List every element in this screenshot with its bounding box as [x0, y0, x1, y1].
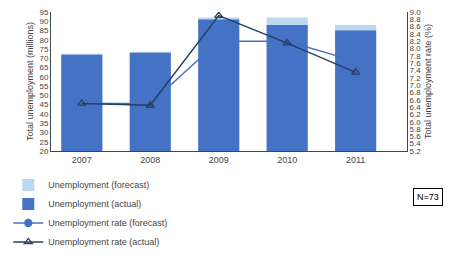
svg-text:55: 55	[39, 82, 48, 91]
svg-text:2010: 2010	[277, 155, 297, 165]
svg-text:5.4: 5.4	[410, 139, 422, 148]
svg-text:8.6: 8.6	[410, 22, 422, 31]
svg-text:9.0: 9.0	[410, 8, 422, 17]
svg-text:85: 85	[39, 26, 48, 35]
svg-text:50: 50	[39, 91, 48, 100]
svg-text:65: 65	[39, 63, 48, 72]
svg-text:7.6: 7.6	[410, 59, 422, 68]
svg-text:2009: 2009	[209, 155, 229, 165]
svg-text:7.2: 7.2	[410, 74, 422, 83]
svg-text:Unemployment rate (actual): Unemployment rate (actual)	[48, 237, 159, 247]
svg-text:5.8: 5.8	[410, 125, 422, 134]
svg-text:8.0: 8.0	[410, 44, 422, 53]
svg-text:7.4: 7.4	[410, 66, 422, 75]
svg-text:Unemployment (actual): Unemployment (actual)	[48, 199, 141, 209]
svg-text:5.6: 5.6	[410, 132, 422, 141]
svg-text:5.2: 5.2	[410, 147, 422, 156]
svg-text:8.2: 8.2	[410, 37, 422, 46]
svg-text:Total unemployment rate (%): Total unemployment rate (%)	[423, 24, 433, 139]
svg-text:45: 45	[39, 100, 48, 109]
svg-text:6.2: 6.2	[410, 110, 422, 119]
svg-text:2008: 2008	[140, 155, 160, 165]
svg-text:Unemployment (forecast): Unemployment (forecast)	[48, 180, 149, 190]
svg-text:60: 60	[39, 73, 48, 82]
svg-text:8.4: 8.4	[410, 30, 422, 39]
svg-text:8.8: 8.8	[410, 15, 422, 24]
svg-text:70: 70	[39, 54, 48, 63]
svg-text:Total unemployment (millions): Total unemployment (millions)	[25, 22, 35, 141]
svg-text:20: 20	[39, 147, 48, 156]
svg-text:40: 40	[39, 110, 48, 119]
svg-text:Unemployment rate (forecast): Unemployment rate (forecast)	[48, 218, 167, 228]
svg-text:75: 75	[39, 45, 48, 54]
svg-text:6.6: 6.6	[410, 96, 422, 105]
svg-text:2011: 2011	[346, 155, 365, 165]
svg-text:6.4: 6.4	[410, 103, 422, 112]
svg-text:2007: 2007	[72, 155, 92, 165]
svg-text:N=73: N=73	[417, 192, 439, 202]
svg-text:80: 80	[39, 36, 48, 45]
svg-text:7.8: 7.8	[410, 52, 422, 61]
svg-text:35: 35	[39, 119, 48, 128]
svg-text:7.0: 7.0	[410, 81, 422, 90]
svg-text:30: 30	[39, 128, 48, 137]
svg-text:6.0: 6.0	[410, 118, 422, 127]
svg-text:6.8: 6.8	[410, 88, 422, 97]
svg-text:95: 95	[39, 8, 48, 17]
svg-text:25: 25	[39, 138, 48, 147]
svg-text:90: 90	[39, 17, 48, 26]
